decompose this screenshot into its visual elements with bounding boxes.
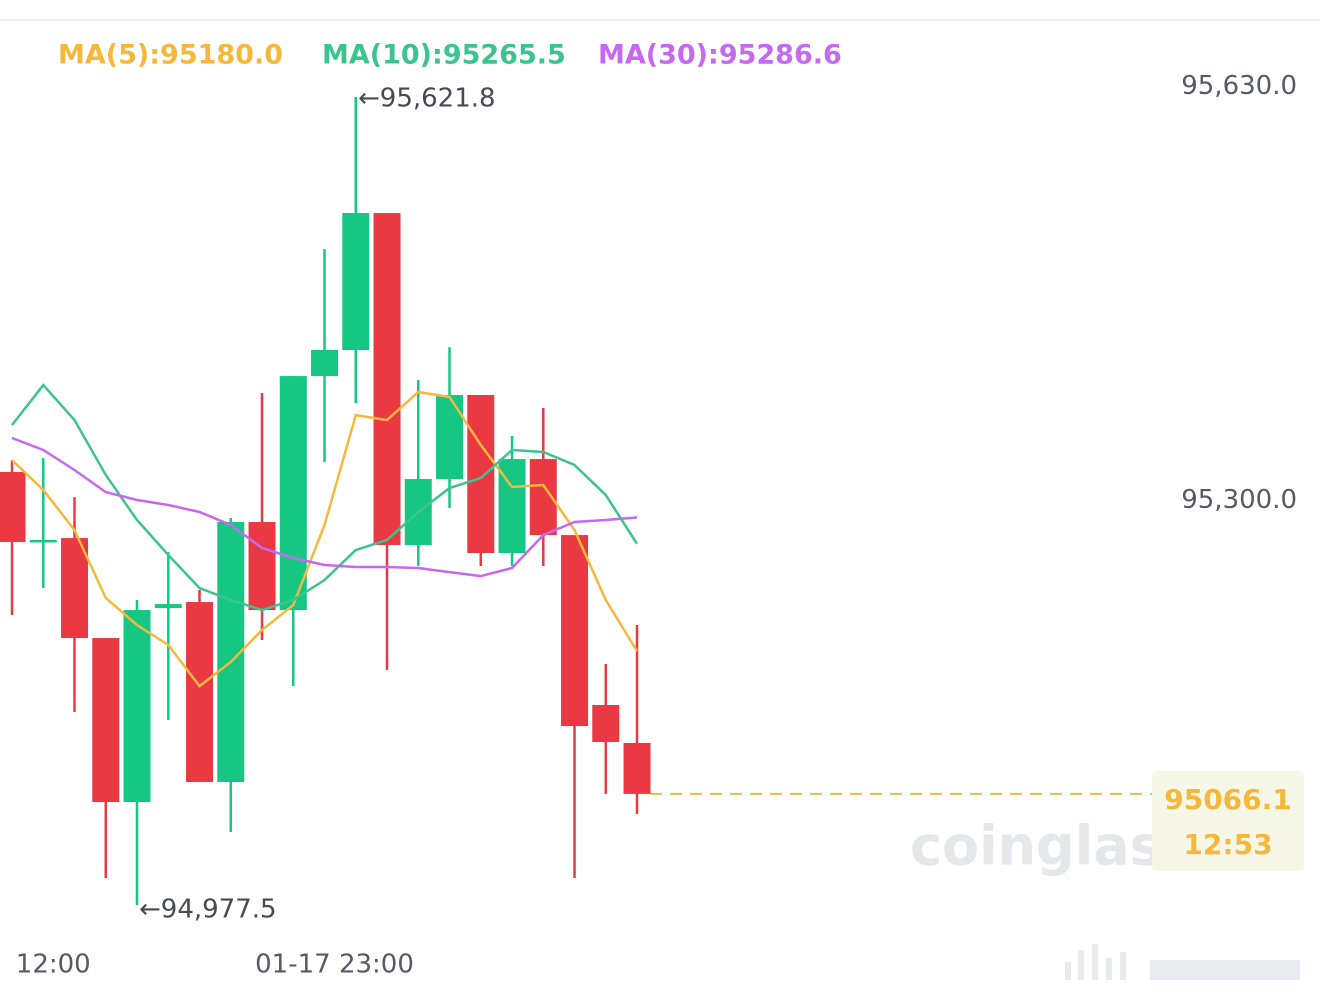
candle-body [154,604,182,609]
ma-line [11,436,638,578]
y-tick-label: 95,630.0 [1181,71,1297,101]
candle-body [436,394,464,480]
high-annotation: ←95,621.8 [358,84,496,114]
y-tick-label: 95,300.0 [1181,485,1297,515]
legend-entry: MA(5):95180.0 [58,40,283,71]
candle-body [311,349,339,377]
price-box [1152,771,1304,871]
candle-body [186,602,214,782]
x-tick-label: 12:00 [16,950,91,980]
candle-body [623,742,651,794]
candle-body [279,376,307,611]
countdown-label: 12:53 [1183,828,1272,861]
candle-body [342,213,370,350]
low-annotation: ←94,977.5 [139,895,277,925]
candle-body [561,535,589,727]
watermark: coinglass [910,815,1194,878]
candle-body [592,704,620,742]
candle-body [0,471,26,542]
candle-body [29,539,57,543]
legend-entry: MA(30):95286.6 [598,40,842,71]
x-tick-label: 01-17 23:00 [255,950,414,980]
legend-entry: MA(10):95265.5 [322,40,566,71]
bottom-decoration [1065,944,1300,980]
ma-line [11,383,639,612]
ma-line [11,390,639,688]
candle-body [61,538,89,639]
last-price-label: 95066.1 [1164,783,1292,816]
candle-body [92,638,120,803]
candle-body [248,522,276,611]
candle-body [123,610,151,803]
candle-body [467,394,495,554]
candle-body [373,213,401,545]
